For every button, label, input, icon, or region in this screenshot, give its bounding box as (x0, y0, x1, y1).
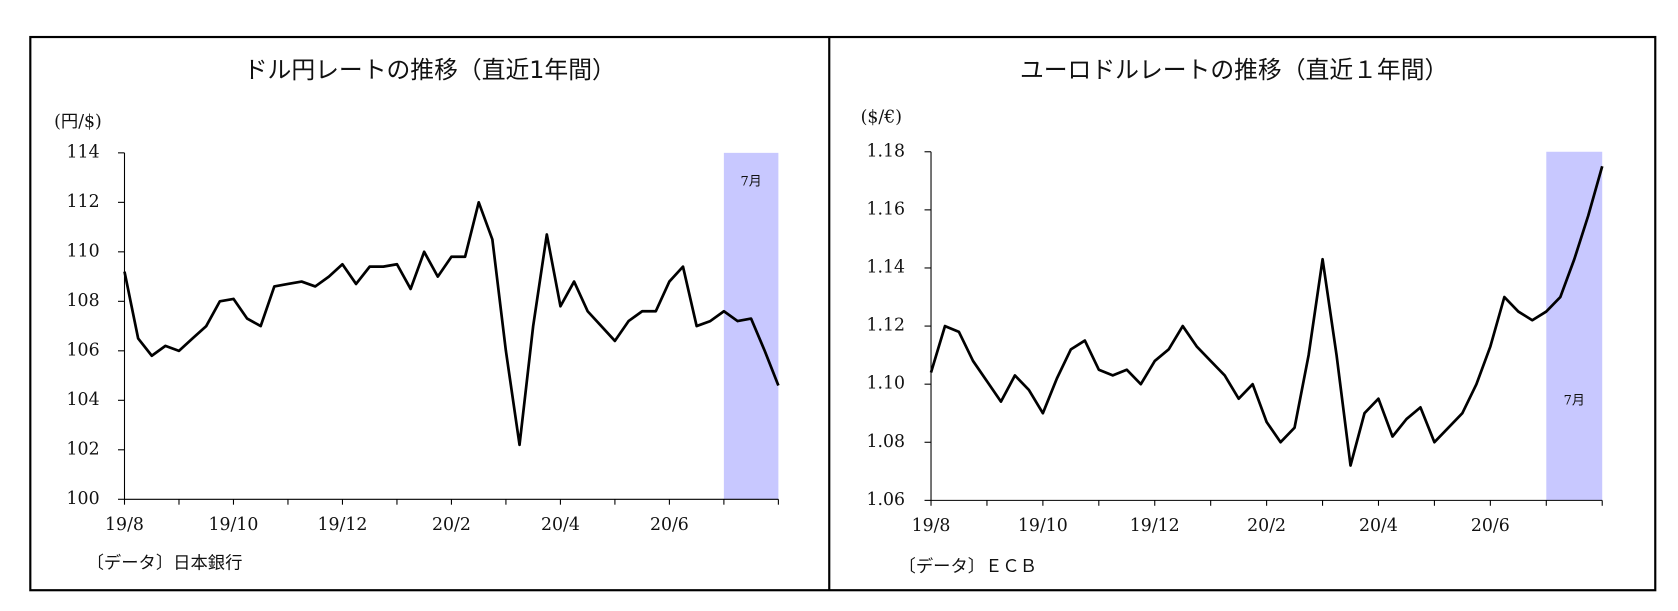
y-tick-label: 114 (67, 142, 100, 162)
x-tick-label: 19/12 (1130, 516, 1180, 536)
y-tick-label: 112 (67, 192, 100, 212)
source-note: 〔データ〕日本銀行 (87, 553, 243, 574)
chart-title: ユーロドルレートの推移（直近１年間） (1020, 56, 1448, 84)
x-tick-label: 20/6 (650, 515, 689, 535)
annotation: 7月 (741, 175, 762, 190)
line-series (123, 200, 780, 447)
source-note: 〔データ〕ＥＣＢ (899, 556, 1038, 577)
x-tick-label: 20/2 (1247, 516, 1286, 536)
y-tick-label: 104 (67, 390, 100, 410)
y-tick-label: 102 (67, 439, 100, 459)
highlight-band (723, 152, 779, 500)
y-tick-label: 108 (67, 291, 100, 311)
y-tick-label: 110 (67, 241, 100, 261)
y-tick-label: 1.12 (866, 316, 905, 336)
y-tick-label: 1.18 (866, 141, 905, 161)
y-tick-label: 1.14 (866, 257, 905, 277)
y-tick-label: 106 (67, 340, 100, 360)
chart-title: ドル円レートの推移（直近1年間） (244, 56, 616, 84)
x-tick-label: 19/10 (1018, 516, 1068, 536)
x-tick-label: 19/10 (209, 515, 259, 535)
y-tick-label: 1.06 (866, 490, 905, 510)
line-series (929, 165, 1604, 467)
x-tick-label: 20/4 (1359, 516, 1398, 536)
y-axis-unit: ($/€) (861, 108, 902, 128)
y-tick-label: 1.10 (866, 374, 905, 394)
x-tick-label: 19/8 (912, 516, 951, 536)
y-axis-unit: (円/$) (54, 112, 102, 132)
y-tick-label: 1.08 (866, 432, 905, 452)
y-tick-label: 1.16 (866, 199, 905, 219)
y-tick-label: 100 (67, 489, 100, 509)
annotation: 7月 (1564, 393, 1585, 408)
frame (29, 35, 1657, 592)
x-tick-label: 19/8 (105, 515, 144, 535)
x-tick-label: 20/2 (432, 515, 471, 535)
x-tick-label: 19/12 (318, 515, 368, 535)
x-tick-label: 20/6 (1471, 516, 1510, 536)
x-tick-label: 20/4 (541, 515, 580, 535)
highlight-band (1546, 151, 1603, 501)
